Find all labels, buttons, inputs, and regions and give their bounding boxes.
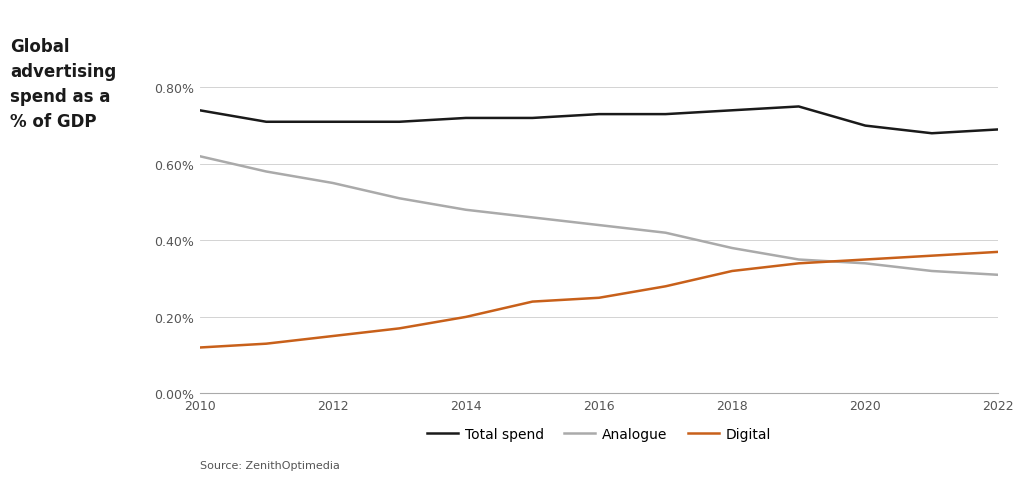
Analogue bbox=[526, 215, 539, 221]
Analogue bbox=[859, 261, 871, 267]
Analogue bbox=[260, 169, 272, 175]
Digital bbox=[526, 299, 539, 305]
Total spend bbox=[859, 123, 871, 129]
Analogue bbox=[393, 196, 406, 202]
Digital bbox=[926, 253, 938, 259]
Analogue bbox=[593, 223, 605, 228]
Total spend bbox=[260, 120, 272, 125]
Total spend bbox=[593, 112, 605, 118]
Total spend bbox=[793, 104, 805, 110]
Text: Global
advertising
spend as a
% of GDP: Global advertising spend as a % of GDP bbox=[10, 38, 117, 131]
Total spend bbox=[460, 116, 472, 121]
Total spend bbox=[659, 112, 672, 118]
Digital bbox=[793, 261, 805, 267]
Digital bbox=[327, 334, 339, 339]
Total spend bbox=[194, 108, 206, 114]
Total spend bbox=[992, 127, 1005, 133]
Digital bbox=[659, 284, 672, 289]
Analogue bbox=[659, 230, 672, 236]
Line: Total spend: Total spend bbox=[200, 107, 998, 134]
Digital bbox=[460, 314, 472, 320]
Analogue bbox=[460, 207, 472, 213]
Analogue bbox=[793, 257, 805, 263]
Analogue bbox=[194, 154, 206, 160]
Total spend bbox=[926, 131, 938, 137]
Analogue bbox=[992, 272, 1005, 278]
Analogue bbox=[327, 181, 339, 187]
Line: Digital: Digital bbox=[200, 252, 998, 348]
Analogue bbox=[926, 268, 938, 274]
Total spend bbox=[526, 116, 539, 121]
Digital bbox=[859, 257, 871, 263]
Total spend bbox=[726, 108, 738, 114]
Total spend bbox=[393, 120, 406, 125]
Digital bbox=[992, 250, 1005, 255]
Text: Source: ZenithOptimedia: Source: ZenithOptimedia bbox=[200, 460, 340, 470]
Digital bbox=[194, 345, 206, 351]
Line: Analogue: Analogue bbox=[200, 157, 998, 275]
Digital bbox=[726, 268, 738, 274]
Total spend bbox=[327, 120, 339, 125]
Legend: Total spend, Analogue, Digital: Total spend, Analogue, Digital bbox=[422, 421, 776, 447]
Digital bbox=[593, 295, 605, 301]
Analogue bbox=[726, 246, 738, 252]
Digital bbox=[393, 326, 406, 332]
Digital bbox=[260, 341, 272, 347]
